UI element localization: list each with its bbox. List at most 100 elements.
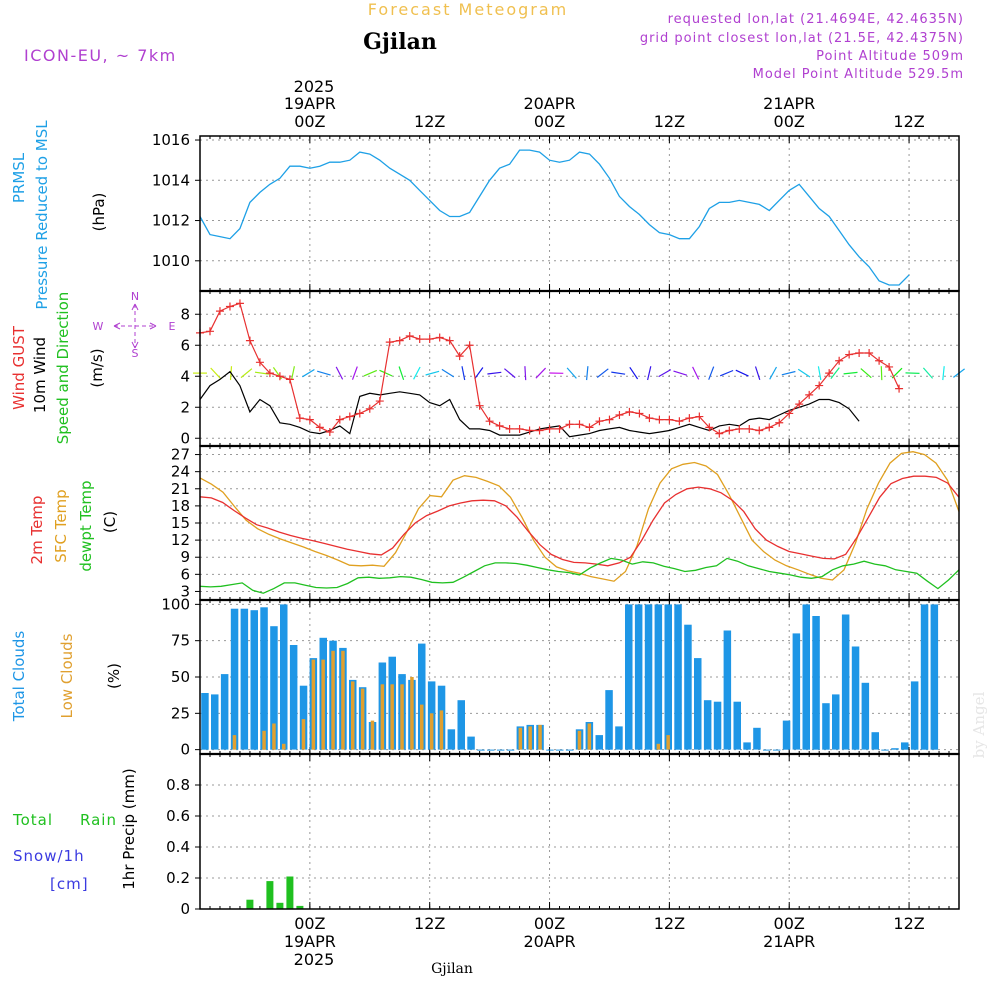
total-cloud-bar [250,610,258,750]
total-cloud-bar [723,630,732,750]
gust-marker [695,412,704,421]
gust-marker [245,336,254,345]
gust-marker [705,423,714,432]
wind-arrow [535,367,547,379]
plot-panels: 1010101210141016024683691215182124270255… [152,94,965,951]
total-cloud-bar [763,749,771,751]
low-cloud-bar [380,684,385,750]
total-cloud-bar [901,742,909,750]
clouds-labels: Total Clouds Low Clouds (%) [10,631,123,723]
wind-arrow [566,367,577,379]
gust-marker [675,417,684,426]
gust-marker [385,338,394,347]
gust-marker [335,415,344,424]
wind-arrow [379,369,393,377]
total-cloud-bar [220,674,229,750]
wind-arrow [843,371,858,375]
wind-arrow [317,370,331,376]
total-cloud-bar [802,604,810,750]
total-cloud-bar [201,693,209,750]
gust-marker [265,369,274,378]
gust-marker [615,411,624,419]
y-tick-label: 0.4 [166,838,190,856]
gust-marker [625,407,634,416]
wind-arrow [673,370,688,376]
wind-arrow [781,370,796,376]
total-cloud-bar [792,633,801,750]
precip-label-rain: Rain [80,811,117,829]
wind-label-2: 10m Wind [31,337,49,413]
dewpt-line [199,557,960,594]
wind-arrow [905,372,920,374]
low-cloud-bar [301,719,306,750]
low-cloud-bar [272,723,276,750]
y-tick-label: 50 [171,668,190,686]
top-time-label: 00Z [534,112,565,131]
pressure-line [199,149,910,286]
low-cloud-bar [400,684,404,750]
low-cloud-bar [587,723,592,750]
gust-marker [795,400,804,409]
total-cloud-bar [891,748,899,750]
gust-marker [735,424,744,433]
gust-marker [275,372,284,381]
wind-arrow [441,368,455,378]
y-tick-label: 21 [171,480,190,498]
gust-marker [545,424,554,433]
total-cloud-bar [270,626,278,750]
clouds-label-1: Total Clouds [10,631,28,723]
gust-marker [665,415,674,424]
gust-marker [445,336,454,345]
low-cloud-bar [360,688,365,750]
total-cloud-bar [871,732,879,750]
y-tick-label: 24 [171,463,190,481]
total-cloud-bar [418,643,426,750]
bottom-year: 2025 [294,950,335,969]
total-cloud-bar [733,701,741,750]
gust-marker [375,397,384,406]
total-cloud-bar [240,608,249,750]
clouds-label-2: Low Clouds [58,633,76,718]
gust-marker [535,426,544,435]
wind-arrow [658,369,672,378]
total-cloud-bar [822,703,830,750]
wind-arrow [586,366,589,381]
y-tick-label: 0 [180,429,190,447]
precip-label-snow: Snow/1h [13,847,85,865]
model-altitude: Model Point Altitude 529.5m [753,67,964,82]
total-cloud-bar [930,604,939,750]
bottom-date-label: 20APR [524,932,576,951]
bottom-time-label: 00Z [294,914,325,933]
wind-arrow [363,369,378,377]
total-cloud-bar [910,681,919,750]
gust-marker [755,426,764,435]
wind-arrow [880,366,883,381]
total-cloud-bar [812,616,820,750]
bottom-time-label: 12Z [414,914,445,933]
bottom-date-label: 21APR [763,932,815,951]
y-tick-label: 6 [180,336,190,354]
low-cloud-bar [538,724,542,750]
y-tick-label: 27 [171,446,190,464]
total-cloud-bar [743,742,751,750]
sfc-temp-line [199,451,960,582]
wind-label-1: Wind GUST [10,325,28,410]
rain-bar [246,899,254,909]
gust-marker [855,349,864,357]
y-tick-label: 1010 [152,252,190,270]
top-date-label: 21APR [763,94,815,113]
low-cloud-bar [341,650,345,750]
footer-location: Gjilan [431,961,473,977]
y-tick-label: 0 [180,900,190,918]
wind-arrow [290,366,295,381]
total-cloud-bar [782,720,791,750]
wind-arrow [524,366,527,381]
gust-marker [885,362,894,371]
precip-label-cm: [cm] [50,875,89,893]
gust-marker [495,421,504,430]
y-tick-label: 4 [180,367,190,385]
gust-marker [815,381,824,390]
y-tick-label: 25 [171,704,190,722]
total-cloud-bar [477,749,485,751]
